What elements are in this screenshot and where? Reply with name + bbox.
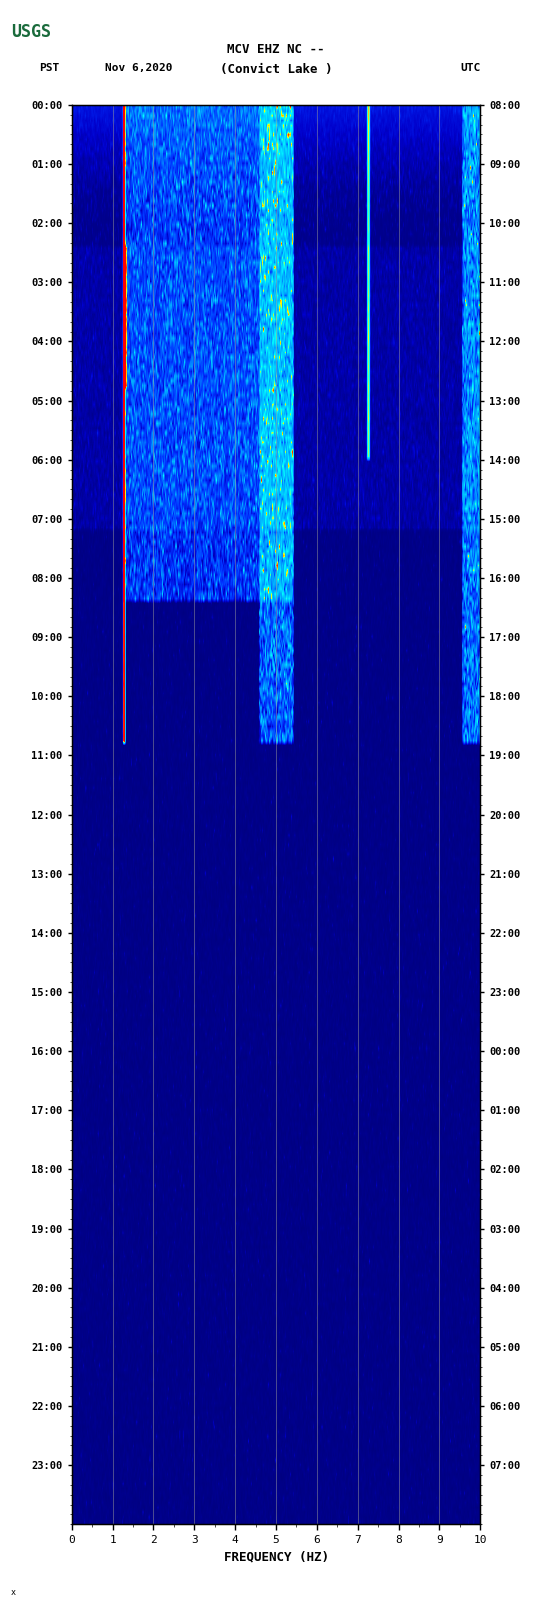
Text: PST: PST (39, 63, 59, 73)
Text: UTC: UTC (460, 63, 480, 73)
Text: (Convict Lake ): (Convict Lake ) (220, 63, 332, 76)
Text: MCV EHZ NC --: MCV EHZ NC -- (227, 44, 325, 56)
Text: Nov 6,2020: Nov 6,2020 (105, 63, 172, 73)
Text: USGS: USGS (11, 23, 51, 40)
X-axis label: FREQUENCY (HZ): FREQUENCY (HZ) (224, 1550, 328, 1563)
Text: x: x (11, 1587, 16, 1597)
